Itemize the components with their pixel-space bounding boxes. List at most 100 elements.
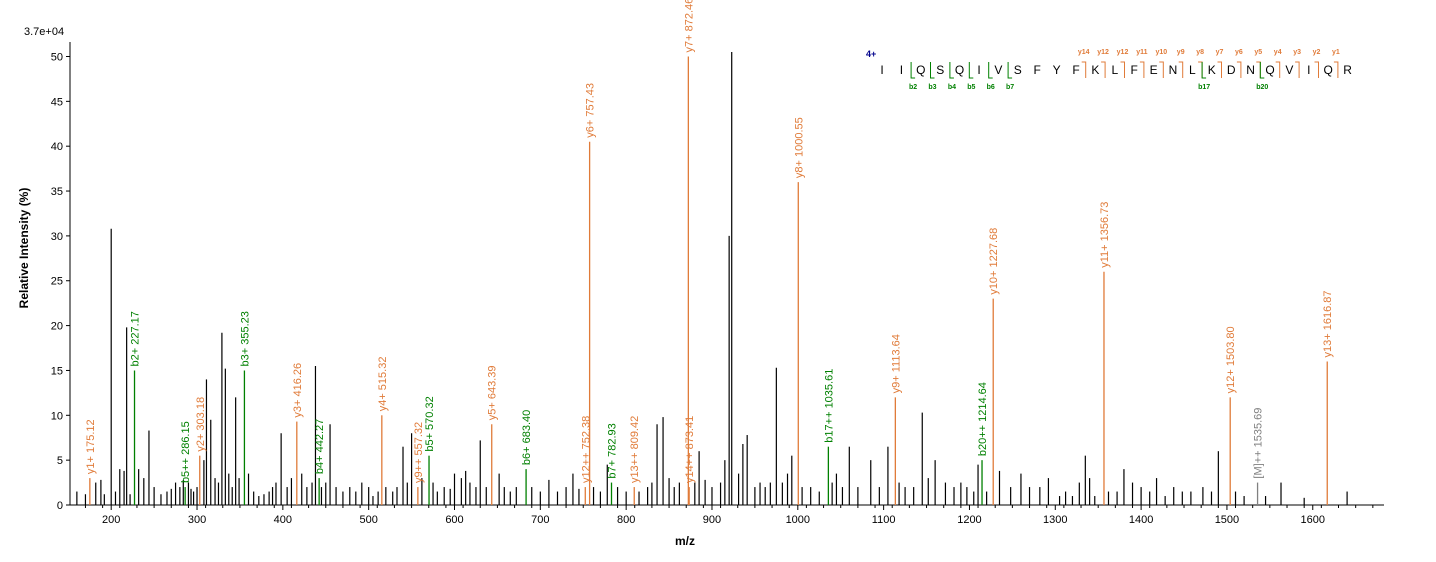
y-ion-index: y7 — [1216, 49, 1224, 56]
x-tick-label: 1300 — [1043, 514, 1067, 526]
y-ion-bracket — [1236, 61, 1242, 78]
b-ion-bracket — [968, 62, 974, 79]
y-tick-label: 35 — [51, 186, 63, 198]
peak-label: y6+ 757.43 — [585, 83, 597, 138]
y-ion-index: y5 — [1254, 49, 1262, 56]
sequence-residue: S — [936, 63, 944, 77]
sequence-residue: I — [1307, 63, 1310, 77]
sequence-residue: Q — [1324, 63, 1333, 77]
b-ion-index: b2 — [909, 84, 917, 91]
charge-state-label: 4+ — [866, 49, 876, 59]
y-ion-index: y12 — [1117, 49, 1129, 56]
b-ion-bracket — [1201, 62, 1207, 79]
y-ion-bracket — [1159, 61, 1164, 78]
b-ion-bracket — [949, 62, 954, 79]
sequence-residue: Q — [955, 63, 964, 77]
peak-label: y4+ 515.32 — [377, 357, 389, 412]
sequence-residue: F — [1034, 63, 1041, 77]
b-ion-index: b7 — [1006, 84, 1014, 91]
peak-label: y12++ 752.38 — [580, 416, 592, 483]
y-ion-index: y10 — [1155, 49, 1167, 56]
peak-label: y5+ 643.39 — [487, 366, 499, 421]
y-tick-label: 50 — [51, 51, 63, 63]
y-ion-index: y11 — [1136, 49, 1147, 56]
x-tick-label: 1400 — [1129, 514, 1153, 526]
y-tick-label: 5 — [57, 455, 63, 467]
x-tick-label: 1100 — [872, 514, 896, 526]
y-tick-label: 20 — [51, 321, 63, 333]
peak-label: y13+ 1616.87 — [1322, 290, 1334, 357]
peak-label: y2+ 303.18 — [195, 397, 207, 452]
y-tick-label: 15 — [51, 365, 63, 377]
sequence-residue: N — [1169, 63, 1178, 77]
x-tick-label: 1200 — [957, 514, 981, 526]
b-ion-index: b3 — [928, 84, 936, 91]
y-ion-bracket — [1178, 61, 1184, 78]
y-ion-index: y8 — [1196, 49, 1204, 56]
peak-label: y9++ 557.32 — [413, 422, 425, 483]
y-ion-bracket — [1217, 61, 1222, 78]
sequence-residue: N — [1246, 63, 1255, 77]
y-ion-bracket — [1333, 61, 1339, 78]
y-tick-label: 0 — [57, 500, 63, 512]
y-tick-label: 40 — [51, 141, 63, 153]
sequence-residue: I — [880, 63, 883, 77]
sequence-residue: Y — [1053, 63, 1061, 77]
sequence-residue: D — [1227, 63, 1236, 77]
x-tick-label: 800 — [617, 514, 635, 526]
peak-label: y9+ 1113.64 — [890, 334, 902, 393]
y-tick-label: 25 — [51, 276, 63, 288]
b-ion-bracket — [988, 62, 993, 79]
y-ion-index: y9 — [1177, 49, 1185, 56]
peak-label: b6+ 683.40 — [521, 410, 533, 465]
sequence-residue: Q — [916, 63, 925, 77]
sequence-residue: L — [1111, 63, 1118, 77]
sequence-residue: R — [1343, 63, 1352, 77]
sequence-residue: Q — [1265, 63, 1274, 77]
x-axis-title: m/z — [675, 534, 695, 548]
y-ion-index: y2 — [1313, 49, 1321, 56]
y-ion-bracket — [1275, 61, 1281, 78]
peak-label: b20++ 1214.64 — [977, 382, 989, 456]
b-ion-bracket — [1007, 62, 1013, 79]
unassigned-peaks-group — [76, 52, 1348, 505]
y-tick-label: 10 — [51, 410, 63, 422]
x-tick-label: 700 — [531, 514, 549, 526]
y-tick-label: 45 — [51, 96, 63, 108]
sequence-residue: I — [900, 63, 903, 77]
sequence-residue: S — [1014, 63, 1022, 77]
sequence-residue: L — [1189, 63, 1196, 77]
sequence-residue: V — [1285, 63, 1293, 77]
y-ion-index: y12 — [1097, 49, 1109, 56]
sequence-residue: I — [977, 63, 980, 77]
peak-labels-group: y1+ 175.12 b2+ 227.17 b5++ 286.15 y2+ 303.1… — [85, 0, 1334, 483]
b-ion-index: b17 — [1198, 84, 1210, 91]
y-ion-index: y14 — [1078, 49, 1090, 56]
axes-group: 0 5 10 15 20 25 30 35 40 45 50 200 300 400 500 600 700 80… — [51, 42, 1384, 526]
y-ion-bracket — [1295, 61, 1300, 78]
y-ion-bracket — [1256, 61, 1261, 78]
sequence-residue: K — [1091, 63, 1099, 77]
x-tick-label: 1500 — [1215, 514, 1239, 526]
peak-label: y13++ 809.42 — [629, 416, 641, 483]
peak-label: y14++ 873.41 — [684, 416, 696, 483]
b-ion-index: b4 — [948, 84, 956, 91]
y-ion-bracket — [1120, 61, 1125, 78]
peak-label: b17++ 1035.61 — [823, 369, 835, 443]
x-tick-label: 600 — [445, 514, 463, 526]
y-ion-index: y6 — [1235, 49, 1243, 56]
peak-label: y1+ 175.12 — [85, 419, 97, 474]
x-tick-label: 1000 — [786, 514, 810, 526]
y-ion-bracket — [1139, 61, 1145, 78]
peak-label: b5+ 570.32 — [424, 396, 436, 451]
x-tick-label: 300 — [188, 514, 206, 526]
y-tick-label: 30 — [51, 231, 63, 243]
peak-label: b5++ 286.15 — [180, 421, 192, 483]
peak-label: b7+ 782.93 — [607, 423, 619, 478]
b-ion-index: b20 — [1256, 84, 1268, 91]
y-axis-title: Relative Intensity (%) — [17, 188, 31, 309]
x-tick-label: 200 — [102, 514, 120, 526]
b-ion-bracket — [910, 62, 916, 79]
y-ion-index: y4 — [1274, 49, 1282, 56]
